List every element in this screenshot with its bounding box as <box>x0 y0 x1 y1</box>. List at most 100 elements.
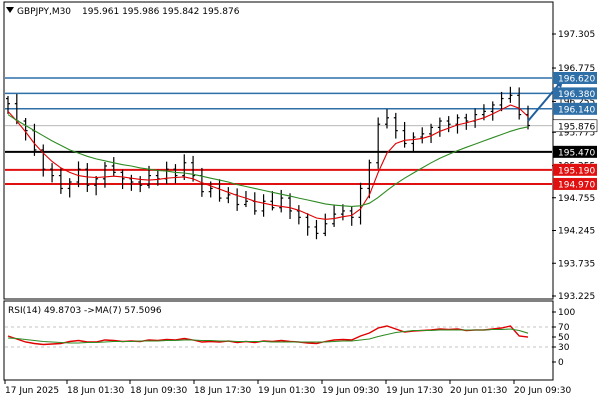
candle <box>305 213 310 236</box>
level-price-label: 194.970 <box>553 177 597 190</box>
candle <box>191 155 196 182</box>
candles-layer <box>6 86 530 240</box>
candle <box>437 117 442 137</box>
candle <box>393 112 398 139</box>
rsi-tick-label: 0 <box>558 358 564 368</box>
current-price-label: 195.876 <box>552 119 598 133</box>
level-label-text: 196.140 <box>558 105 595 115</box>
rsi-tick-label: 70 <box>558 323 570 333</box>
level-price-label: 195.190 <box>553 163 597 176</box>
candle <box>508 86 513 103</box>
time-tick-label: 18 Jun 09:30 <box>130 386 187 396</box>
candle <box>490 101 495 121</box>
candle <box>120 169 125 190</box>
candle <box>340 204 345 221</box>
candle <box>226 187 231 204</box>
candle <box>129 174 134 191</box>
candle <box>349 206 354 226</box>
price-tick-label: 194.755 <box>558 194 595 204</box>
candle <box>6 95 10 114</box>
time-tick-label: 20 Jun 01:30 <box>450 386 507 396</box>
candle <box>41 144 46 177</box>
time-axis: 17 Jun 2025 18 Jun 01:30 18 Jun 09:30 18 Ju… <box>4 380 571 396</box>
time-tick-label: 17 Jun 2025 <box>5 386 59 396</box>
candle <box>429 123 434 144</box>
triangle-down-icon[interactable] <box>6 7 14 13</box>
level-label-text: 195.190 <box>558 166 595 176</box>
arrow-shaft <box>527 78 565 122</box>
level-label-box <box>553 145 597 158</box>
candle <box>102 162 107 188</box>
time-tick-label: 19 Jun 17:30 <box>386 386 443 396</box>
candle <box>76 161 81 188</box>
ma-slow-line <box>7 114 529 207</box>
candle <box>173 164 178 184</box>
candle <box>517 87 522 120</box>
price-tick-label: 195.775 <box>558 128 595 138</box>
level-label-box <box>553 163 597 176</box>
symbol-label: GBPJPY,M30 <box>17 7 71 17</box>
candle <box>323 213 328 237</box>
level-label-box <box>553 87 597 100</box>
time-tick-label: 18 Jun 01:30 <box>67 386 124 396</box>
candle <box>182 154 187 181</box>
level-label-box <box>553 177 597 190</box>
time-tick-label: 18 Jun 17:30 <box>194 386 251 396</box>
candle <box>138 176 143 193</box>
rsi-tick-label: 30 <box>558 343 570 353</box>
rsi-ma-line <box>7 328 529 344</box>
candle <box>332 204 337 227</box>
current-price-box <box>552 119 598 133</box>
price-tick-label: 196.775 <box>558 64 595 74</box>
price-tick-label: 197.305 <box>558 30 595 40</box>
candle <box>446 116 451 133</box>
candle <box>314 219 319 240</box>
rsi-indicator-label: RSI(14) 49.8703 ->MA(7) 57.5096 <box>8 306 162 316</box>
level-price-label: 196.140 <box>553 102 597 115</box>
price-tick-label: 196.255 <box>558 97 595 107</box>
candle <box>411 132 416 152</box>
level-labels: 196.620 196.380 196.140 195.470 195.190 194.9… <box>552 71 598 190</box>
candle <box>94 176 99 196</box>
candle <box>296 205 301 225</box>
candle <box>358 182 363 225</box>
candle <box>270 191 275 211</box>
candle <box>455 114 460 134</box>
candle <box>58 168 63 194</box>
candle <box>288 193 293 219</box>
candle <box>367 159 372 199</box>
candle <box>243 191 248 208</box>
rsi-tick-label: 100 <box>558 308 575 318</box>
level-label-text: 196.380 <box>558 90 595 100</box>
time-tick-label: 19 Jun 01:30 <box>258 386 315 396</box>
candle <box>499 91 504 112</box>
level-price-label: 196.380 <box>553 87 597 100</box>
ohlc-label: 195.961 195.986 195.842 195.876 <box>82 7 240 17</box>
level-label-text: 196.620 <box>558 74 595 84</box>
price-tick-label: 194.245 <box>558 227 595 237</box>
current-price-text: 195.876 <box>558 122 595 132</box>
level-label-box <box>553 102 597 115</box>
candle <box>67 178 72 198</box>
price-tick-label: 193.735 <box>558 259 595 269</box>
level-label-text: 195.470 <box>558 148 595 158</box>
rsi-layer <box>5 325 552 348</box>
time-tick-label: 20 Jun 09:30 <box>514 386 571 396</box>
candle <box>376 117 381 169</box>
candle <box>384 109 389 129</box>
time-tick-label: 19 Jun 09:30 <box>322 386 379 396</box>
candle <box>50 163 55 183</box>
level-price-label: 196.620 <box>553 71 597 84</box>
level-label-text: 194.970 <box>558 180 595 190</box>
price-panel[interactable] <box>3 1 554 300</box>
candle <box>85 163 90 192</box>
level-label-box <box>553 71 597 84</box>
candle <box>23 118 28 141</box>
candle <box>464 113 469 130</box>
rsi-tick-label: 50 <box>558 333 570 343</box>
moving-averages <box>7 104 529 220</box>
level-price-label: 195.470 <box>553 145 597 158</box>
candle <box>261 194 266 217</box>
